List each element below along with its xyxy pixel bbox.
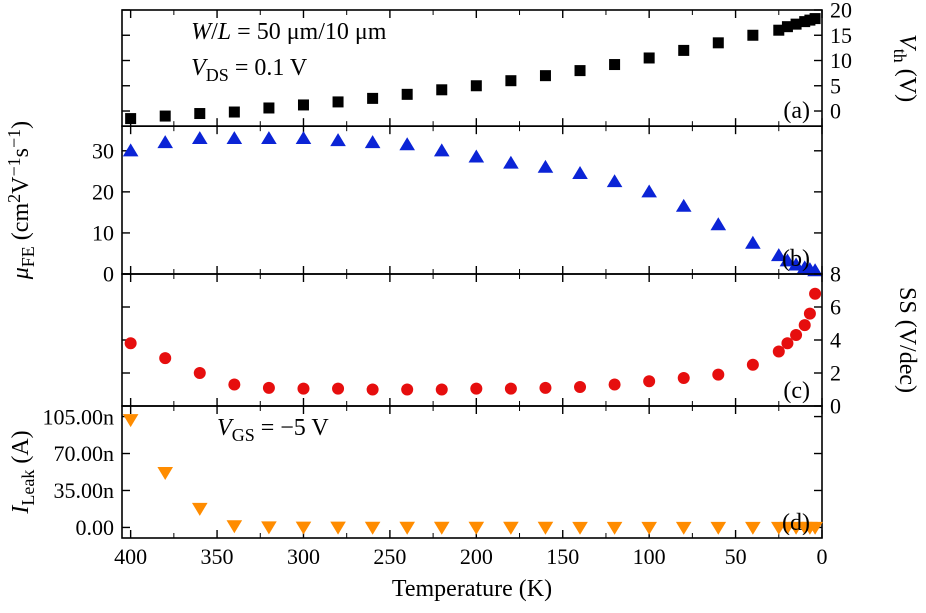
data-point xyxy=(401,384,413,396)
data-point xyxy=(229,107,240,118)
data-point xyxy=(471,80,482,91)
x-tick-label: 150 xyxy=(546,544,579,569)
panel-label-a: (a) xyxy=(783,98,810,124)
data-point xyxy=(332,383,344,395)
annotation: W/L = 50 μm/10 μm xyxy=(191,19,387,45)
data-point xyxy=(402,89,413,100)
data-point xyxy=(505,75,516,86)
data-point xyxy=(575,65,586,76)
y-tick-label: 35.00n xyxy=(54,478,115,503)
data-point xyxy=(773,346,785,358)
data-point xyxy=(436,384,448,396)
data-point xyxy=(712,369,724,381)
x-tick-label: 400 xyxy=(114,544,147,569)
data-point xyxy=(333,96,344,107)
y-tick-label: 20 xyxy=(92,180,114,205)
x-tick-label: 300 xyxy=(287,544,320,569)
y-tick-label: 0 xyxy=(830,99,841,124)
data-point xyxy=(505,383,517,395)
data-point xyxy=(781,337,793,349)
data-point xyxy=(644,52,655,63)
y-tick-label: 30 xyxy=(92,139,114,164)
data-point xyxy=(678,45,689,56)
x-tick-label: 50 xyxy=(725,544,747,569)
data-point xyxy=(790,329,802,341)
data-point xyxy=(713,37,724,48)
data-point xyxy=(194,367,206,379)
data-point xyxy=(574,381,586,393)
data-point xyxy=(809,288,821,300)
data-point xyxy=(609,379,621,391)
x-tick-label: 0 xyxy=(817,544,828,569)
multi-panel-chart: 05101520(a)W/L = 50 μm/10 μmVDS = 0.1 V0… xyxy=(0,0,926,613)
data-point xyxy=(470,383,482,395)
y-tick-label: 10 xyxy=(92,221,114,246)
y-tick-label: 2 xyxy=(830,361,841,386)
data-point xyxy=(540,70,551,81)
y-axis-label-c: SS (V/dec) xyxy=(894,287,920,393)
y-tick-label: 0 xyxy=(103,262,114,287)
data-point xyxy=(609,59,620,70)
data-point xyxy=(799,319,811,331)
y-axis-label-a: Vth (V) xyxy=(890,34,920,102)
data-point xyxy=(263,382,275,394)
data-point xyxy=(125,113,136,124)
y-tick-label: 0.00 xyxy=(76,515,115,540)
x-axis-label: Temperature (K) xyxy=(392,576,552,602)
panel-label-d: (d) xyxy=(782,510,810,536)
y-tick-label: 15 xyxy=(830,23,852,48)
y-tick-label: 8 xyxy=(830,262,841,287)
data-point xyxy=(228,379,240,391)
y-tick-label: 70.00n xyxy=(54,441,115,466)
data-point xyxy=(747,30,758,41)
y-tick-label: 105.00n xyxy=(43,404,115,429)
panel-label-c: (c) xyxy=(783,378,810,404)
y-tick-label: 0 xyxy=(830,394,841,419)
data-point xyxy=(160,111,171,122)
data-point xyxy=(678,372,690,384)
y-tick-label: 6 xyxy=(830,295,841,320)
y-tick-label: 5 xyxy=(830,73,841,98)
data-point xyxy=(539,382,551,394)
x-tick-label: 250 xyxy=(373,544,406,569)
data-point xyxy=(298,99,309,110)
data-point xyxy=(436,84,447,95)
data-point xyxy=(297,383,309,395)
data-point xyxy=(804,308,816,320)
y-tick-label: 4 xyxy=(830,328,841,353)
data-point xyxy=(125,337,137,349)
data-point xyxy=(194,108,205,119)
data-point xyxy=(747,359,759,371)
y-tick-label: 10 xyxy=(830,48,852,73)
x-tick-label: 100 xyxy=(633,544,666,569)
data-point xyxy=(810,13,821,24)
data-point xyxy=(263,102,274,113)
x-tick-label: 200 xyxy=(460,544,493,569)
panel-label-b: (b) xyxy=(782,246,810,272)
data-point xyxy=(367,93,378,104)
data-point xyxy=(643,375,655,387)
y-tick-label: 20 xyxy=(830,0,852,23)
data-point xyxy=(367,384,379,396)
x-tick-label: 350 xyxy=(201,544,234,569)
data-point xyxy=(159,352,171,364)
